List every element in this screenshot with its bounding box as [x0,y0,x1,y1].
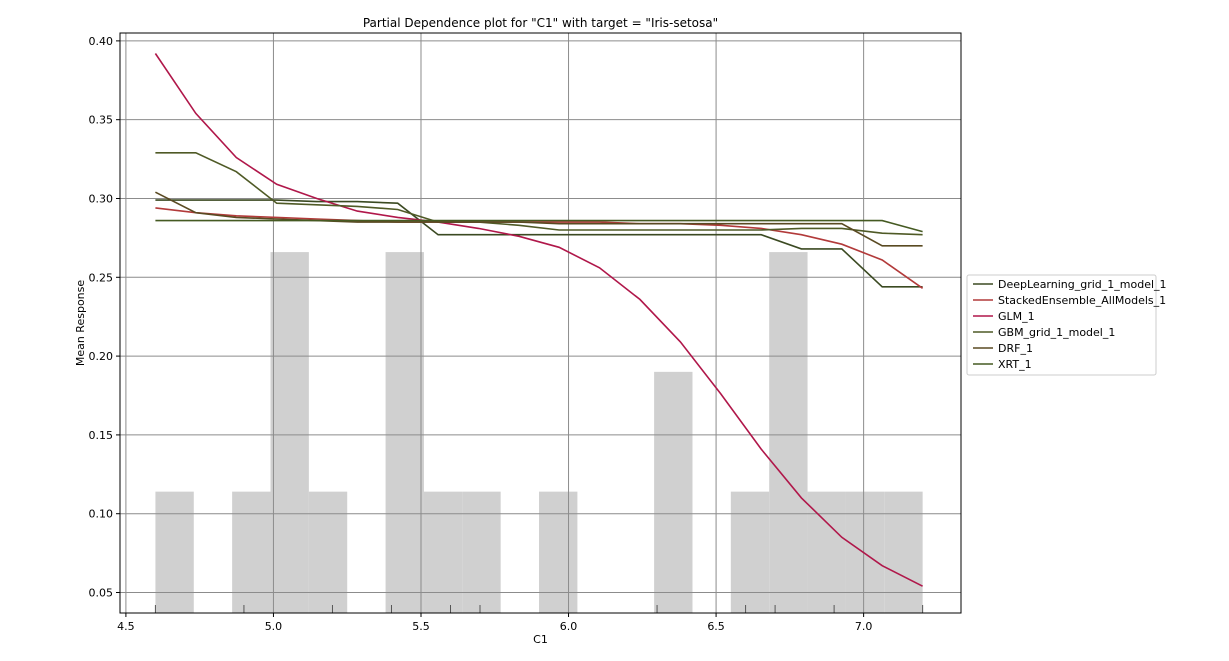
y-axis-label: Mean Response [74,280,87,367]
histogram-layer [155,252,923,613]
y-tick-label: 0.40 [89,35,114,48]
series-line-glm-1 [154,53,923,587]
x-tick-label: 4.5 [117,620,135,633]
legend-label: XRT_1 [998,358,1032,371]
legend-label: GLM_1 [998,310,1035,323]
histogram-bar [462,491,501,613]
chart-title: Partial Dependence plot for "C1" with ta… [363,16,718,30]
histogram-bar [308,491,348,613]
legend-label: GBM_grid_1_model_1 [998,326,1115,339]
y-tick-label: 0.35 [89,114,114,127]
x-axis-label: C1 [533,633,548,646]
histogram-bar [654,371,693,613]
legend-label: StackedEnsemble_AllModels_1 [998,294,1166,307]
y-tick-label: 0.05 [89,587,114,600]
series-line-drf-1 [155,191,923,247]
x-tick-label: 6.0 [560,620,578,633]
rug-layer [154,605,924,613]
x-axis-ticks: 4.5 5.0 5.5 6.0 6.5 7.0 [117,613,872,633]
x-tick-label: 7.0 [855,620,873,633]
series-line-deeplearning-grid-1-model-1 [155,199,923,288]
y-tick-label: 0.15 [89,429,114,442]
histogram-bar [845,491,885,613]
histogram-bar [769,252,808,613]
histogram-bar [884,491,923,613]
y-axis-ticks: 0.05 0.10 0.15 0.20 0.25 0.30 0.35 0.40 [89,35,120,600]
x-tick-label: 6.5 [707,620,725,633]
y-tick-label: 0.20 [89,350,114,363]
legend: DeepLearning_grid_1_model_1 StackedEnsemb… [966,274,1167,376]
series-line-gbm-grid-1-model-1 [155,152,923,236]
histogram-bar [385,252,424,613]
y-tick-label: 0.10 [89,508,114,521]
grid-layer [120,33,961,613]
x-tick-label: 5.0 [265,620,283,633]
series-lines-layer [154,53,924,587]
legend-label: DRF_1 [998,342,1033,355]
histogram-bar [730,491,770,613]
x-tick-label: 5.5 [412,620,430,633]
y-tick-label: 0.25 [89,271,114,284]
plot-frame [119,32,962,614]
histogram-bar [270,252,309,613]
series-line-xrt-1 [155,219,923,233]
y-tick-label: 0.30 [89,192,114,205]
histogram-bar [232,491,271,613]
histogram-bar [155,491,194,613]
histogram-bar [423,491,463,613]
legend-box [966,274,1157,376]
legend-label: DeepLearning_grid_1_model_1 [998,278,1167,291]
histogram-bar [539,491,578,613]
